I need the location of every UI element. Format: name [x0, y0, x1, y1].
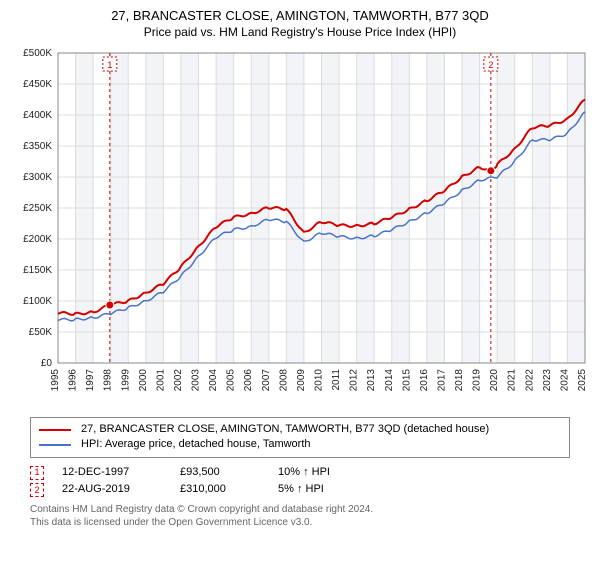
svg-text:2015: 2015 — [401, 369, 412, 392]
svg-text:2014: 2014 — [384, 369, 395, 392]
chart-title: 27, BRANCASTER CLOSE, AMINGTON, TAMWORTH… — [0, 8, 600, 23]
svg-text:£150K: £150K — [23, 265, 52, 276]
svg-text:2011: 2011 — [331, 369, 342, 391]
legend-swatch — [39, 429, 71, 431]
svg-text:£200K: £200K — [23, 234, 52, 245]
sale-row: 1 12-DEC-1997 £93,500 10% ↑ HPI — [30, 464, 570, 482]
svg-text:2005: 2005 — [226, 369, 237, 392]
legend-row: 27, BRANCASTER CLOSE, AMINGTON, TAMWORTH… — [39, 422, 561, 437]
svg-text:2022: 2022 — [524, 369, 535, 392]
svg-text:2007: 2007 — [261, 369, 272, 392]
svg-text:2021: 2021 — [507, 369, 518, 392]
legend-swatch — [39, 444, 71, 446]
svg-text:2023: 2023 — [542, 369, 553, 392]
svg-text:1996: 1996 — [68, 369, 79, 392]
svg-text:2010: 2010 — [314, 369, 325, 392]
sale-delta: 5% ↑ HPI — [278, 481, 324, 499]
sale-marker-icon: 2 — [30, 483, 44, 497]
svg-text:2002: 2002 — [173, 369, 184, 392]
legend-row: HPI: Average price, detached house, Tamw… — [39, 437, 561, 452]
svg-text:2013: 2013 — [366, 369, 377, 392]
price-chart: £0 £50K £100K £150K £200K £250K £300K £350K £400… — [0, 43, 600, 413]
svg-text:£250K: £250K — [23, 203, 52, 214]
legend-label: 27, BRANCASTER CLOSE, AMINGTON, TAMWORTH… — [81, 422, 489, 437]
svg-text:£450K: £450K — [23, 79, 52, 90]
svg-text:2016: 2016 — [419, 369, 430, 392]
svg-text:£0: £0 — [41, 358, 53, 369]
svg-text:1998: 1998 — [103, 369, 114, 392]
svg-text:2: 2 — [488, 60, 493, 70]
svg-text:£300K: £300K — [23, 172, 52, 183]
footer: Contains HM Land Registry data © Crown c… — [30, 503, 570, 529]
svg-text:£350K: £350K — [23, 141, 52, 152]
chart-subtitle: Price paid vs. HM Land Registry's House … — [0, 25, 600, 39]
sale-price: £310,000 — [180, 481, 260, 499]
svg-text:2009: 2009 — [296, 369, 307, 392]
sales-table: 1 12-DEC-1997 £93,500 10% ↑ HPI 2 22-AUG… — [30, 464, 570, 499]
svg-text:£400K: £400K — [23, 110, 52, 121]
sale-delta: 10% ↑ HPI — [278, 464, 330, 482]
svg-text:2006: 2006 — [243, 369, 254, 392]
svg-text:2020: 2020 — [489, 369, 500, 392]
svg-text:2025: 2025 — [577, 369, 588, 392]
svg-text:2019: 2019 — [472, 369, 483, 392]
legend: 27, BRANCASTER CLOSE, AMINGTON, TAMWORTH… — [30, 417, 570, 458]
svg-text:2003: 2003 — [191, 369, 202, 392]
svg-text:2018: 2018 — [454, 369, 465, 392]
svg-text:2017: 2017 — [436, 369, 447, 392]
svg-text:£500K: £500K — [23, 48, 52, 59]
svg-text:1999: 1999 — [120, 369, 131, 392]
svg-text:2008: 2008 — [278, 369, 289, 392]
svg-text:2012: 2012 — [349, 369, 360, 392]
sale-date: 22-AUG-2019 — [62, 481, 162, 499]
sale-price: £93,500 — [180, 464, 260, 482]
svg-text:£100K: £100K — [23, 296, 52, 307]
svg-text:2001: 2001 — [155, 369, 166, 392]
svg-text:2004: 2004 — [208, 369, 219, 392]
svg-text:2000: 2000 — [138, 369, 149, 392]
svg-text:1995: 1995 — [50, 369, 61, 392]
legend-label: HPI: Average price, detached house, Tamw… — [81, 437, 311, 452]
footer-line: This data is licensed under the Open Gov… — [30, 516, 570, 529]
sale-marker-icon: 1 — [30, 466, 44, 480]
sale-row: 2 22-AUG-2019 £310,000 5% ↑ HPI — [30, 481, 570, 499]
footer-line: Contains HM Land Registry data © Crown c… — [30, 503, 570, 516]
svg-text:£50K: £50K — [29, 327, 53, 338]
svg-text:1997: 1997 — [85, 369, 96, 392]
svg-text:1: 1 — [107, 60, 112, 70]
svg-text:2024: 2024 — [559, 369, 570, 392]
sale-date: 12-DEC-1997 — [62, 464, 162, 482]
